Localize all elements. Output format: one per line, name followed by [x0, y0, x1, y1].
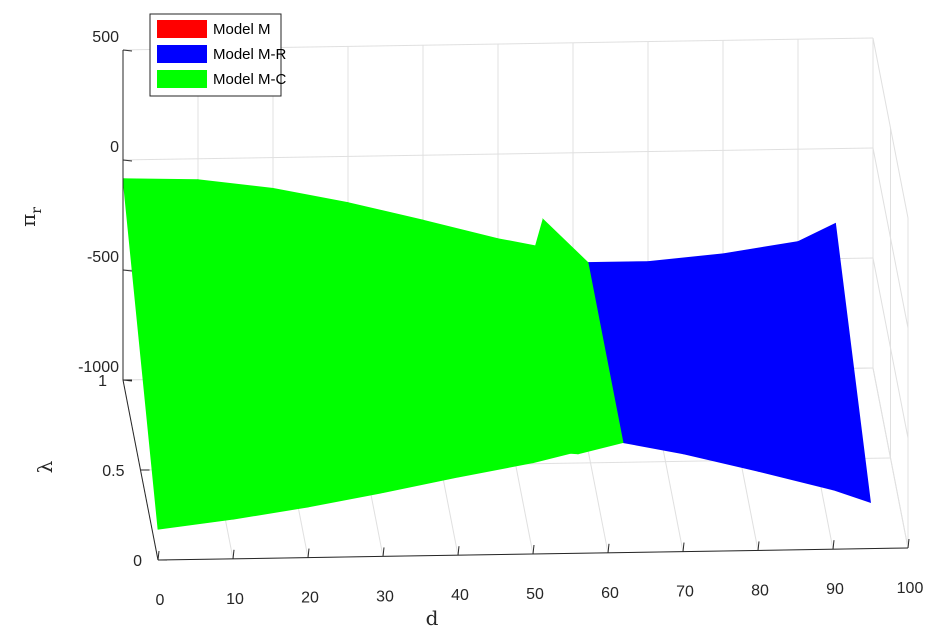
x-axis-label: d	[426, 606, 439, 630]
x-tick-mark	[307, 548, 310, 558]
x-tick-label: 50	[526, 586, 544, 603]
legend-label-model-m-r: Model M-R	[213, 46, 287, 63]
surface-patch-series-2	[542, 218, 624, 455]
legend-label-model-m-c: Model M-C	[213, 71, 287, 88]
z-tick-mark	[122, 269, 133, 272]
surface-patch-series-1	[797, 222, 871, 503]
x-tick-mark	[457, 546, 460, 556]
x-tick-mark	[757, 541, 760, 551]
side-wall-grid-line-z	[872, 147, 909, 329]
back-wall-grid-line-z	[122, 147, 874, 161]
side-wall-grid-line-z	[872, 367, 909, 549]
x-tick-label: 60	[601, 585, 619, 602]
z-tick-mark	[122, 379, 133, 382]
x-tick-mark	[157, 550, 160, 561]
legend: Model M Model M-R Model M-C	[149, 13, 287, 97]
z-axis-label: πr	[16, 207, 45, 227]
x-tick-label: 0	[156, 592, 165, 609]
z-tick-label: -1000	[78, 359, 119, 376]
z-tick-label: -500	[87, 249, 119, 266]
legend-label-model-m: Model M	[213, 21, 271, 38]
z-axis-label-subscript: r	[29, 207, 45, 214]
y-tick-label: 1	[98, 373, 107, 390]
surface-patches	[122, 178, 871, 530]
x-tick-mark	[532, 544, 535, 555]
y-tick-label: 0.5	[102, 463, 124, 480]
z-tick-mark	[122, 159, 133, 162]
legend-swatch-model-m-c	[157, 70, 207, 88]
x-tick-label: 80	[751, 582, 769, 599]
z-axis-label-main: π	[16, 214, 40, 227]
side-wall-grid-line-z	[872, 37, 909, 219]
x-tick-label: 30	[376, 588, 394, 605]
side-wall-grid-line-z	[872, 257, 909, 439]
x-tick-label: 10	[226, 591, 244, 608]
x-tick-mark	[832, 540, 835, 550]
x-tick-label: 90	[826, 581, 844, 598]
x-tick-label: 20	[301, 590, 319, 607]
x-tick-mark	[907, 538, 910, 549]
x-tick-mark	[607, 543, 610, 553]
tick-labels: 0 10 20 30 40 50 60 70 80 90 100 0 0.5 1-1000 -500 0 500	[78, 29, 923, 609]
x-tick-mark	[232, 549, 235, 559]
axes	[122, 49, 910, 561]
legend-swatch-model-m-r	[157, 45, 207, 63]
x-tick-label: 70	[676, 584, 694, 601]
x-tick-label: 40	[451, 587, 469, 604]
x-tick-mark	[382, 547, 385, 557]
z-tick-label: 500	[92, 29, 119, 46]
legend-swatch-model-m	[157, 20, 207, 38]
z-tick-label: 0	[110, 139, 119, 156]
y-axis-label: λ	[33, 460, 57, 473]
x-tick-mark	[682, 542, 685, 552]
y-tick-label: 0	[133, 553, 142, 570]
z-tick-mark	[122, 49, 133, 52]
x-tick-label: 100	[897, 580, 924, 597]
